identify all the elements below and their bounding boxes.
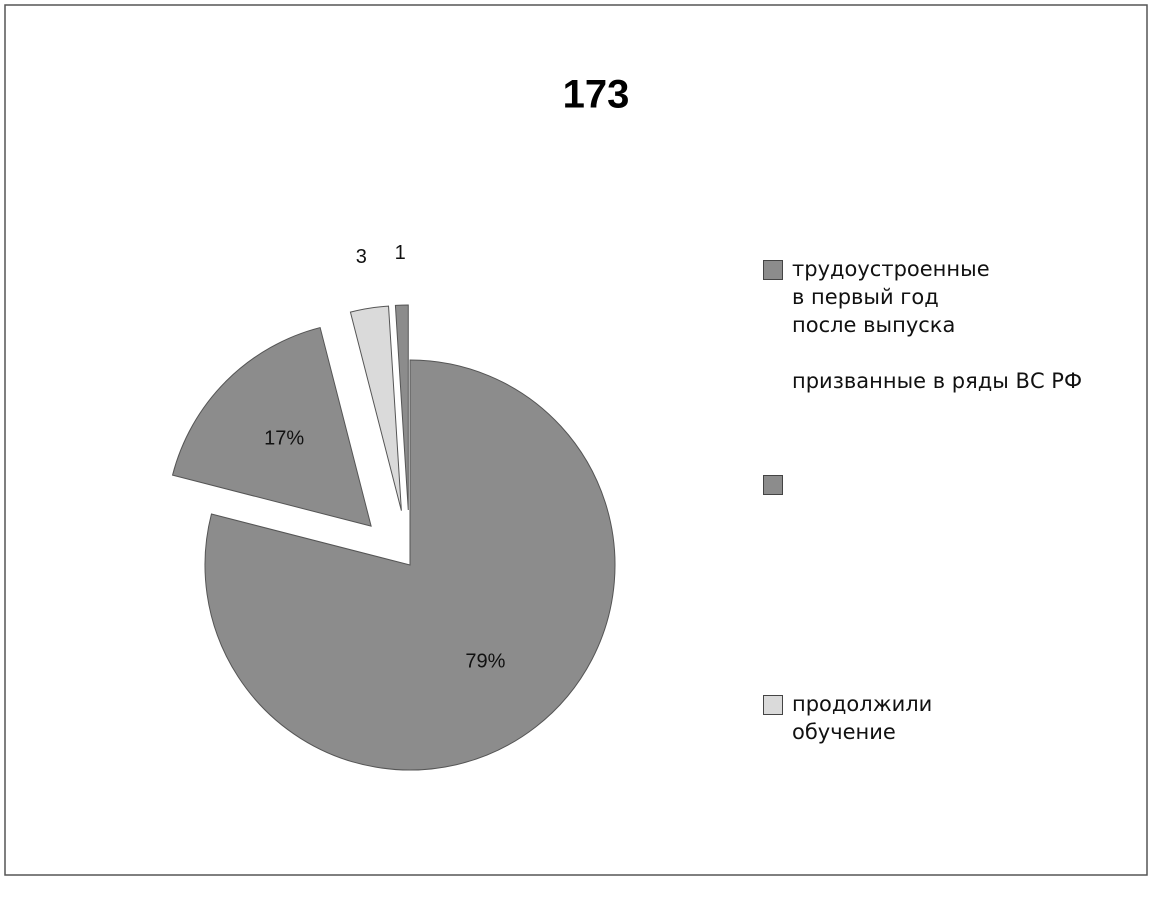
data-label: 1	[395, 242, 406, 264]
pie-slice	[204, 359, 616, 771]
legend-label: трудоустроенные в первый год после выпус…	[792, 257, 990, 337]
chart-frame	[4, 4, 1148, 876]
legend-label: призванные в ряды ВС РФ	[792, 369, 1083, 393]
chart-title: 173	[563, 73, 630, 117]
data-label: 79%	[465, 650, 505, 672]
legend-swatch	[763, 260, 783, 280]
pie-slice	[171, 326, 372, 527]
pie-slice	[394, 304, 409, 511]
legend-swatch	[763, 475, 783, 495]
legend-swatch	[763, 695, 783, 715]
legend-label: продолжили обучение	[792, 692, 933, 744]
data-label: 17%	[264, 427, 304, 449]
data-label: 3	[356, 246, 367, 268]
pie-slice	[349, 305, 402, 511]
